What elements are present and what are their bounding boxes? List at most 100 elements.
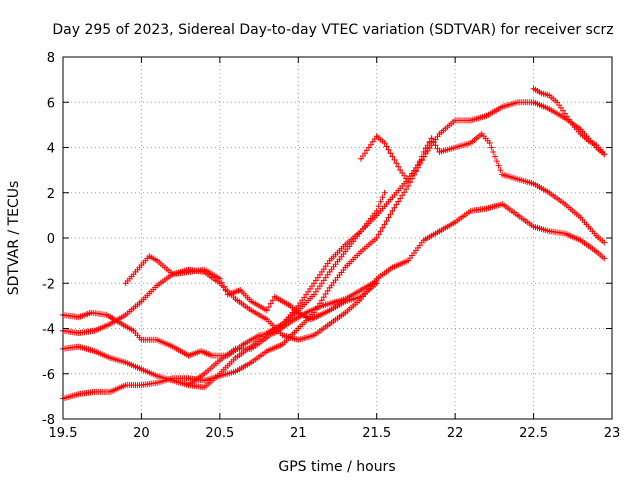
x-tick-label: 20.5 [205, 426, 234, 441]
data-point [234, 370, 237, 373]
data-point [344, 266, 347, 269]
data-point [93, 350, 96, 353]
data-point [109, 323, 111, 325]
data-point [469, 119, 472, 122]
data-point [124, 384, 127, 386]
data-point [328, 259, 331, 262]
data-point [532, 87, 535, 90]
data-point [564, 203, 566, 205]
data-point [218, 359, 221, 362]
data-point [218, 282, 221, 285]
data-point [234, 298, 237, 300]
y-tick-label: 8 [47, 51, 55, 66]
data-point [367, 146, 370, 149]
data-point [516, 214, 519, 217]
data-point [375, 237, 378, 239]
axis-ticks: 19.5 20 20.5 21 21.5 22 22.5 23 -8 -6 -4 -2 0 2 4 6 8 [42, 51, 620, 441]
data-point [360, 250, 362, 253]
data-point [469, 142, 472, 144]
data-point [391, 196, 394, 199]
data-point [156, 375, 159, 377]
data-point [156, 284, 159, 287]
x-tick-label: 21.5 [362, 426, 391, 441]
series-track-5 [122, 201, 608, 343]
data-point [375, 282, 378, 285]
data-point [109, 357, 111, 359]
data-point [328, 309, 331, 312]
y-tick-label: 6 [47, 96, 55, 111]
data-point [77, 393, 80, 396]
data-point [200, 350, 202, 353]
data-point [313, 282, 315, 285]
data-point [579, 216, 582, 219]
data-point [93, 390, 96, 393]
data-point [501, 203, 504, 205]
data-point [93, 329, 96, 332]
data-point [258, 334, 260, 337]
data-point [407, 180, 409, 183]
data-point [603, 257, 606, 260]
data-point [422, 239, 425, 242]
data-series [60, 85, 608, 402]
data-point [273, 295, 276, 298]
data-point [140, 264, 143, 267]
data-point [297, 309, 300, 312]
data-point [124, 361, 127, 364]
data-point [171, 377, 174, 380]
data-point [595, 144, 598, 147]
data-point [203, 271, 206, 273]
y-tick-label: -4 [42, 323, 55, 338]
data-point [579, 239, 582, 242]
data-point [532, 225, 535, 228]
data-point [415, 169, 417, 172]
data-point [313, 311, 315, 314]
y-tick-label: 2 [47, 187, 55, 202]
data-point [187, 384, 190, 386]
data-point [77, 345, 80, 348]
data-point [579, 128, 582, 131]
data-point [571, 123, 574, 126]
data-point [360, 289, 362, 291]
data-point [187, 377, 190, 380]
data-point [305, 311, 308, 314]
data-point [250, 361, 253, 364]
data-point [313, 334, 315, 337]
data-point [454, 119, 457, 122]
data-point [266, 350, 268, 353]
x-tick-label: 23 [604, 426, 621, 441]
data-point [595, 234, 598, 237]
data-point [281, 343, 284, 346]
data-point [250, 309, 253, 312]
x-tick-label: 19.5 [49, 426, 78, 441]
data-point [289, 320, 292, 323]
data-point [532, 182, 535, 185]
data-point [328, 323, 331, 325]
data-point [218, 277, 221, 280]
data-point [501, 173, 504, 176]
data-point [375, 135, 378, 138]
data-point [203, 386, 206, 389]
data-point [344, 250, 347, 253]
data-point [360, 230, 362, 233]
data-point [548, 230, 551, 233]
data-point [140, 338, 143, 341]
data-point [77, 316, 80, 319]
data-point [344, 311, 347, 314]
data-point [438, 151, 441, 153]
data-point [564, 117, 566, 119]
x-tick-label: 20 [133, 426, 150, 441]
data-point [320, 304, 323, 307]
data-point [587, 139, 590, 142]
data-point [77, 332, 80, 334]
data-point [297, 338, 300, 341]
data-point [454, 221, 457, 224]
data-point [106, 314, 108, 316]
data-point [90, 311, 93, 314]
data-point [548, 108, 551, 110]
series-track-7 [358, 133, 435, 185]
y-tick-label: -2 [42, 277, 55, 292]
data-point [360, 298, 362, 300]
data-point [124, 314, 127, 316]
data-point [548, 191, 551, 194]
